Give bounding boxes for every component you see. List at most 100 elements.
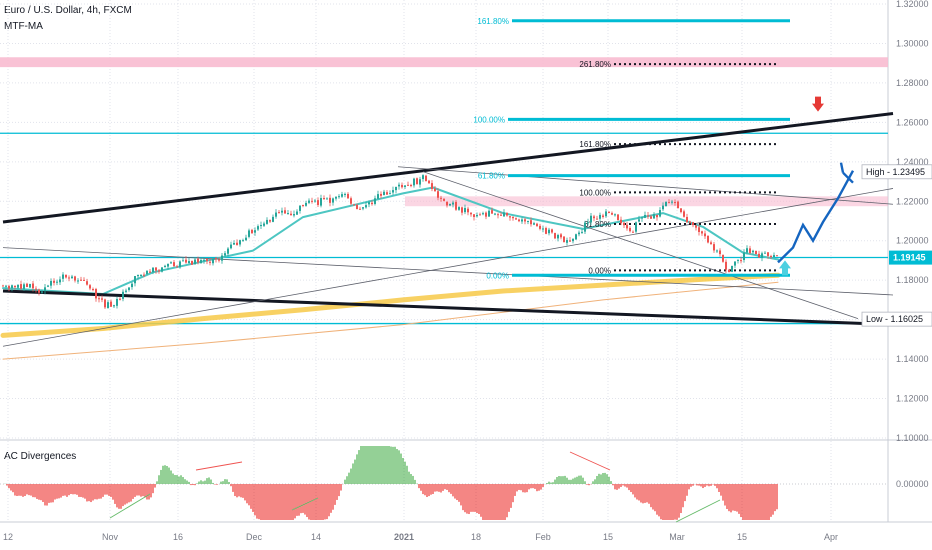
candle-bear xyxy=(155,267,157,271)
candle-bear xyxy=(359,208,361,210)
time-tick: 12 xyxy=(3,532,13,542)
candle-bear xyxy=(218,259,220,261)
candle-bull xyxy=(134,276,136,284)
osc-bar xyxy=(638,484,640,501)
candle-bear xyxy=(80,279,82,281)
osc-bar xyxy=(270,484,272,520)
osc-bar xyxy=(54,484,56,500)
osc-bar xyxy=(722,484,724,501)
osc-bar xyxy=(208,477,210,484)
osc-bar xyxy=(444,484,446,490)
osc-bar xyxy=(250,484,252,509)
osc-bar xyxy=(404,461,406,484)
osc-bar xyxy=(12,484,14,493)
osc-bar xyxy=(388,446,390,484)
osc-bar xyxy=(372,446,374,484)
osc-bar xyxy=(194,484,196,486)
candle-bear xyxy=(371,202,373,205)
candle-bull xyxy=(587,222,589,224)
osc-bar xyxy=(172,473,174,484)
osc-bar xyxy=(772,484,774,515)
candle-bull xyxy=(752,250,754,253)
osc-bar xyxy=(346,476,348,484)
candle-bull xyxy=(422,175,424,180)
candle-bear xyxy=(68,277,70,279)
trendline-light xyxy=(422,171,859,320)
osc-bar xyxy=(596,475,598,484)
osc-bar xyxy=(380,446,382,484)
fib-lower-label: 161.80% xyxy=(579,140,611,149)
osc-bar xyxy=(82,484,84,498)
osc-bar xyxy=(40,484,42,501)
osc-bar xyxy=(178,476,180,484)
candle-bull xyxy=(242,240,244,242)
candle-bull xyxy=(641,217,643,219)
osc-bar xyxy=(148,484,150,500)
osc-bar xyxy=(272,484,274,520)
osc-bar xyxy=(228,481,230,484)
candle-bull xyxy=(314,200,316,202)
osc-bar xyxy=(512,484,514,503)
candle-bear xyxy=(455,201,457,210)
osc-bar xyxy=(98,484,100,499)
candle-bear xyxy=(173,262,175,267)
candle-bear xyxy=(401,184,403,188)
candle-bull xyxy=(167,263,169,267)
osc-bar xyxy=(190,484,192,486)
osc-bar xyxy=(138,484,140,496)
osc-bar xyxy=(756,484,758,520)
candle-bull xyxy=(227,248,229,254)
osc-bar xyxy=(612,484,614,486)
candle-bear xyxy=(719,250,721,255)
candle-bull xyxy=(332,198,334,203)
osc-bar xyxy=(718,484,720,492)
candle-bear xyxy=(656,215,658,218)
osc-bar xyxy=(774,484,776,512)
osc-bar xyxy=(288,484,290,520)
candle-bull xyxy=(773,255,775,258)
candle-bull xyxy=(5,285,7,287)
candle-bear xyxy=(530,220,532,225)
candle-bear xyxy=(20,284,22,289)
osc-bar xyxy=(100,484,102,499)
osc-bar xyxy=(158,475,160,484)
candle-bull xyxy=(665,201,667,207)
osc-bar xyxy=(102,484,104,497)
osc-bar xyxy=(8,484,10,489)
price-tick: 1.32000 xyxy=(896,0,929,9)
osc-bar xyxy=(450,484,452,494)
candle-bull xyxy=(299,205,301,211)
osc-bar xyxy=(432,484,434,495)
candle-bull xyxy=(671,201,673,203)
osc-bar xyxy=(688,484,690,490)
osc-bar xyxy=(320,484,322,520)
candle-bull xyxy=(743,252,745,261)
candle-bull xyxy=(107,302,109,309)
osc-bar xyxy=(360,446,362,484)
osc-bar xyxy=(480,484,482,517)
price-axis: 1.32000 1.30000 1.28000 1.26000 1.24000 1.220… xyxy=(861,0,932,489)
osc-bar xyxy=(428,484,430,497)
candle-bull xyxy=(644,214,646,218)
candle-bull xyxy=(344,193,346,195)
moving-averages xyxy=(0,186,781,360)
osc-bar xyxy=(122,484,124,507)
osc-bar xyxy=(700,484,702,487)
osc-bar xyxy=(358,450,360,484)
osc-bar xyxy=(296,484,298,516)
candle-bull xyxy=(404,185,406,187)
osc-bar xyxy=(632,484,634,495)
osc-bar xyxy=(210,479,212,484)
osc-bar xyxy=(666,484,668,520)
osc-bar xyxy=(566,477,568,484)
osc-bar xyxy=(740,484,742,518)
resistance-zone xyxy=(0,57,888,68)
candle-bear xyxy=(602,215,604,217)
osc-bar xyxy=(294,484,296,519)
osc-bar xyxy=(108,484,110,496)
osc-bar xyxy=(256,484,258,519)
osc-bar xyxy=(364,446,366,484)
osc-bar xyxy=(278,484,280,520)
candle-bear xyxy=(437,191,439,198)
